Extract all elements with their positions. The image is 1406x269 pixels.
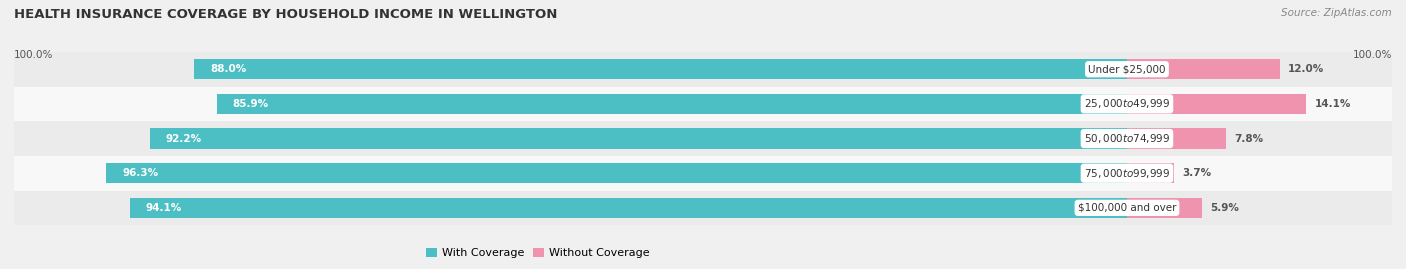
Text: 14.1%: 14.1%	[1315, 99, 1351, 109]
Bar	[1128, 94, 1306, 114]
Text: HEALTH INSURANCE COVERAGE BY HOUSEHOLD INCOME IN WELLINGTON: HEALTH INSURANCE COVERAGE BY HOUSEHOLD I…	[14, 8, 557, 21]
Text: Under $25,000: Under $25,000	[1088, 64, 1166, 74]
Text: 12.0%: 12.0%	[1288, 64, 1324, 74]
Text: Source: ZipAtlas.com: Source: ZipAtlas.com	[1281, 8, 1392, 18]
Bar	[1128, 59, 1279, 79]
Bar	[14, 52, 1392, 87]
Bar	[217, 94, 1128, 114]
Text: 94.1%: 94.1%	[145, 203, 181, 213]
Bar	[194, 59, 1128, 79]
Text: $25,000 to $49,999: $25,000 to $49,999	[1084, 97, 1170, 110]
Bar	[14, 190, 1392, 225]
Text: $75,000 to $99,999: $75,000 to $99,999	[1084, 167, 1170, 180]
Bar	[14, 121, 1392, 156]
Bar	[129, 198, 1128, 218]
Legend: With Coverage, Without Coverage: With Coverage, Without Coverage	[422, 244, 654, 263]
Bar	[14, 156, 1392, 190]
Text: $100,000 and over: $100,000 and over	[1078, 203, 1177, 213]
Bar	[1128, 198, 1202, 218]
Text: 88.0%: 88.0%	[209, 64, 246, 74]
Text: 100.0%: 100.0%	[14, 50, 53, 60]
Text: 96.3%: 96.3%	[122, 168, 159, 178]
Text: $50,000 to $74,999: $50,000 to $74,999	[1084, 132, 1170, 145]
Text: 85.9%: 85.9%	[232, 99, 269, 109]
Text: 100.0%: 100.0%	[1353, 50, 1392, 60]
Bar	[107, 163, 1128, 183]
Text: 7.8%: 7.8%	[1234, 133, 1264, 144]
Bar	[149, 129, 1128, 148]
Text: 3.7%: 3.7%	[1182, 168, 1212, 178]
Text: 5.9%: 5.9%	[1211, 203, 1239, 213]
Bar	[14, 87, 1392, 121]
Text: 92.2%: 92.2%	[166, 133, 201, 144]
Bar	[1128, 129, 1226, 148]
Bar	[1128, 163, 1174, 183]
